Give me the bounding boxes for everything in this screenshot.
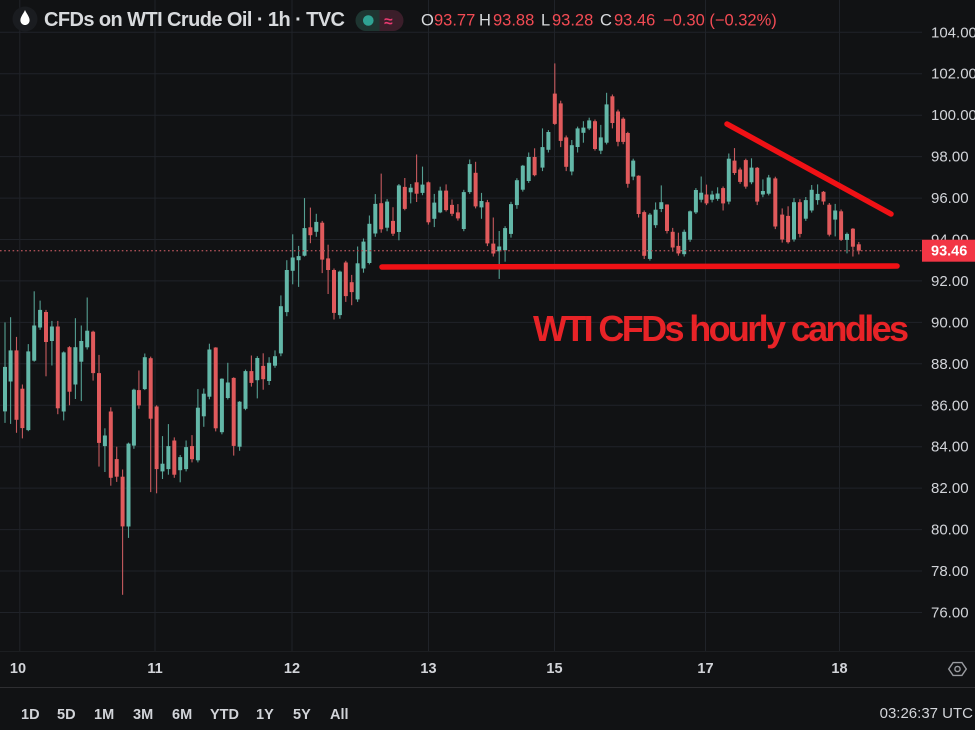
svg-text:All: All bbox=[330, 707, 349, 723]
svg-text:C: C bbox=[600, 12, 612, 30]
svg-text:5Y: 5Y bbox=[293, 707, 311, 723]
svg-text:93.28: 93.28 bbox=[552, 12, 593, 30]
svg-text:104.00: 104.00 bbox=[931, 24, 975, 41]
svg-text:15: 15 bbox=[546, 661, 562, 677]
svg-text:17: 17 bbox=[697, 661, 713, 677]
svg-text:88.00: 88.00 bbox=[931, 356, 969, 373]
svg-text:86.00: 86.00 bbox=[931, 397, 969, 414]
svg-text:H: H bbox=[479, 12, 491, 30]
svg-text:1D: 1D bbox=[21, 707, 40, 723]
svg-text:≈: ≈ bbox=[384, 14, 393, 31]
svg-text:03:26:37 UTC: 03:26:37 UTC bbox=[880, 705, 974, 722]
svg-text:102.00: 102.00 bbox=[931, 66, 975, 83]
svg-text:90.00: 90.00 bbox=[931, 314, 969, 331]
svg-text:6M: 6M bbox=[172, 707, 192, 723]
svg-text:100.00: 100.00 bbox=[931, 107, 975, 124]
svg-text:98.00: 98.00 bbox=[931, 149, 969, 166]
svg-text:80.00: 80.00 bbox=[931, 522, 969, 539]
svg-text:18: 18 bbox=[831, 661, 847, 677]
svg-text:92.00: 92.00 bbox=[931, 273, 969, 290]
svg-text:93.77: 93.77 bbox=[434, 12, 475, 30]
svg-text:WTI CFDs hourly candles: WTI CFDs hourly candles bbox=[533, 308, 909, 349]
svg-text:82.00: 82.00 bbox=[931, 480, 969, 497]
svg-text:10: 10 bbox=[10, 661, 26, 677]
svg-text:5D: 5D bbox=[57, 707, 76, 723]
svg-text:93.46: 93.46 bbox=[931, 244, 967, 260]
svg-text:11: 11 bbox=[147, 661, 162, 677]
svg-text:L: L bbox=[541, 12, 550, 30]
svg-text:93.46: 93.46 bbox=[614, 12, 655, 30]
svg-text:3M: 3M bbox=[133, 707, 153, 723]
svg-text:13: 13 bbox=[420, 661, 436, 677]
svg-text:1M: 1M bbox=[94, 707, 114, 723]
svg-text:CFDs on WTI Crude Oil · 1h · T: CFDs on WTI Crude Oil · 1h · TVC bbox=[44, 9, 345, 31]
svg-text:78.00: 78.00 bbox=[931, 563, 969, 580]
svg-text:84.00: 84.00 bbox=[931, 439, 969, 456]
svg-text:93.88: 93.88 bbox=[493, 12, 534, 30]
svg-text:76.00: 76.00 bbox=[931, 605, 969, 622]
svg-text:1Y: 1Y bbox=[256, 707, 274, 723]
svg-text:12: 12 bbox=[284, 661, 300, 677]
svg-text:−0.30 (−0.32%): −0.30 (−0.32%) bbox=[663, 12, 777, 30]
svg-text:O: O bbox=[421, 12, 434, 30]
svg-text:YTD: YTD bbox=[210, 707, 239, 723]
svg-text:96.00: 96.00 bbox=[931, 190, 969, 207]
